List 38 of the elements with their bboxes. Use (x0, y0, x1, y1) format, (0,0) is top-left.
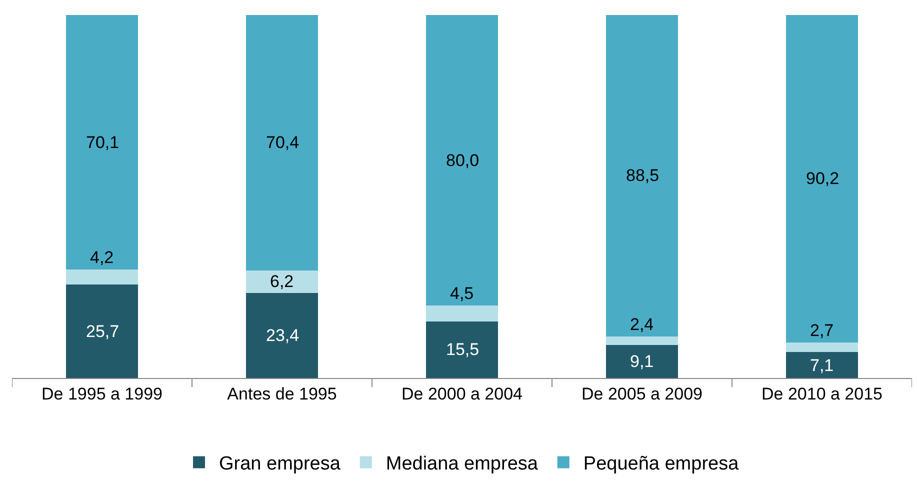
bar (426, 15, 498, 306)
data-label: 2,4 (630, 315, 654, 334)
bar (786, 352, 858, 378)
data-label: 70,4 (266, 133, 300, 152)
bar (246, 293, 318, 378)
bar (786, 15, 858, 342)
bar (246, 270, 318, 294)
data-label: 15,5 (446, 340, 480, 359)
data-label: 6,2 (270, 272, 294, 291)
legend-label: Pequeña empresa (583, 454, 740, 475)
data-label: 9,1 (630, 352, 654, 371)
bar (786, 342, 858, 352)
data-label: 88,5 (626, 166, 660, 185)
data-label: 2,7 (810, 321, 834, 340)
bar (606, 344, 678, 378)
bar (606, 336, 678, 345)
data-label: 4,2 (90, 248, 114, 267)
x-tick-label: De 1995 a 1999 (42, 384, 162, 404)
bar (66, 269, 138, 285)
data-label: 7,1 (810, 356, 834, 375)
data-label: 23,4 (266, 326, 300, 345)
bar (606, 15, 678, 336)
data-label: 80,0 (446, 151, 480, 170)
x-tick-label: Antes de 1995 (227, 384, 337, 404)
bar (246, 15, 318, 271)
x-tick-label: De 2010 a 2015 (762, 384, 882, 404)
data-label: 70,1 (86, 133, 120, 152)
x-tick-label: De 2005 a 2009 (582, 384, 702, 404)
legend-label: Gran empresa (219, 454, 341, 475)
data-label: 25,7 (86, 322, 120, 341)
bar (66, 15, 138, 270)
data-label: 4,5 (450, 284, 474, 303)
legend-label: Mediana empresa (386, 454, 538, 475)
bar (426, 322, 498, 378)
x-tick-label: De 2000 a 2004 (402, 384, 522, 404)
bar (426, 305, 498, 322)
data-label: 90,2 (806, 169, 840, 188)
bar (66, 284, 138, 378)
